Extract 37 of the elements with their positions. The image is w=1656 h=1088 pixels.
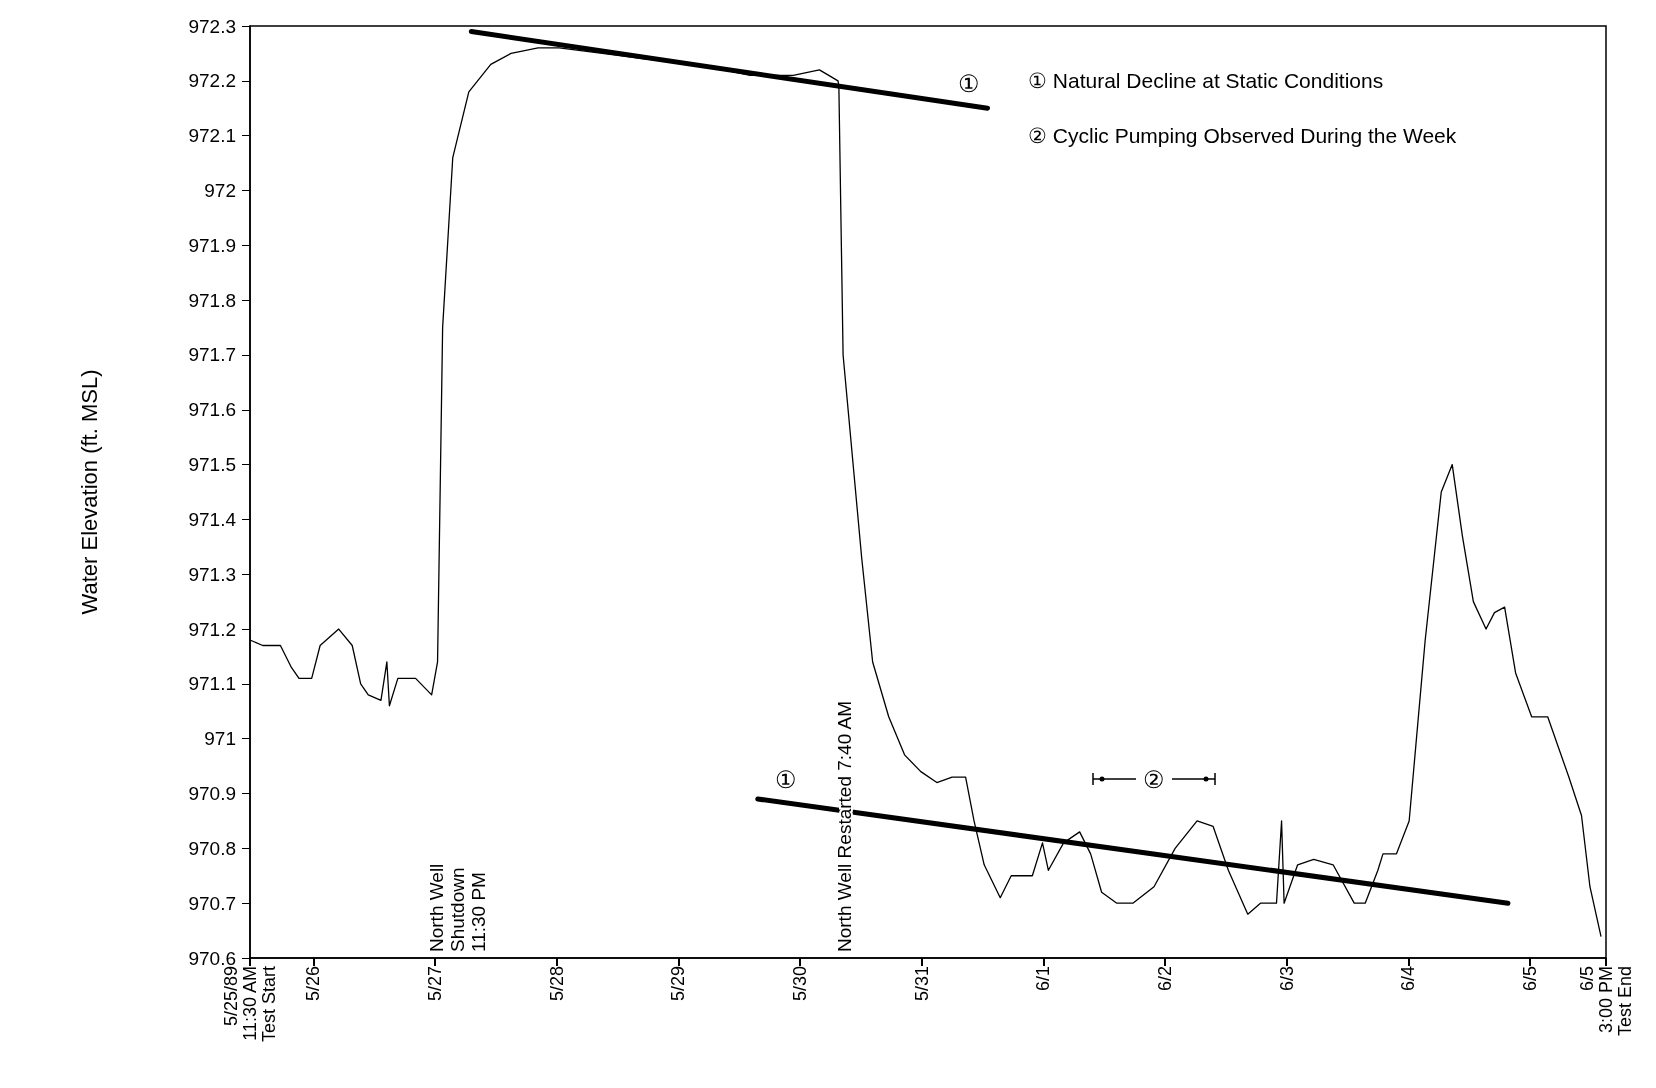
y-tick-label: 972.1 <box>188 125 236 147</box>
annotation: ① Natural Decline at Static Conditions <box>1028 69 1384 92</box>
y-axis-title: Water Elevation (ft. MSL) <box>76 369 102 615</box>
y-tick-label: 970.8 <box>188 837 236 859</box>
x-tick-label: 6/2 <box>1154 966 1175 992</box>
y-tick-label: 970.7 <box>188 892 236 914</box>
y-tick-label: 971.4 <box>188 508 237 530</box>
x-tick-label: 6/5 3:00 PM Test End <box>1577 966 1635 1037</box>
y-tick-label: 970.9 <box>188 783 236 805</box>
x-tick-label: 5/27 <box>425 966 446 1002</box>
x-tick-label: 6/5 <box>1519 966 1540 992</box>
y-tick-label: 971.3 <box>188 563 236 585</box>
y-tick-label: 972 <box>204 179 236 201</box>
y-tick-label: 971.2 <box>188 618 236 640</box>
y-tick-label: 971.7 <box>188 344 236 366</box>
y-tick-label: 971.9 <box>188 234 236 256</box>
y-tick-label: 971.5 <box>188 454 236 476</box>
x-tick-label: 5/30 <box>790 966 810 1002</box>
x-tick-label: 5/29 <box>668 966 689 1002</box>
y-tick-label: 971.8 <box>188 289 236 311</box>
x-tick-label: 5/31 <box>911 966 932 1002</box>
x-tick-label: 5/26 <box>303 966 324 1002</box>
annotation: ① <box>958 69 980 97</box>
x-tick-label: 6/3 <box>1276 966 1297 992</box>
x-tick-label: 5/28 <box>546 966 567 1002</box>
x-tick-label: 6/1 <box>1033 966 1054 992</box>
y-tick-label: 971.1 <box>188 673 236 695</box>
x-tick-label: 6/4 <box>1398 966 1419 992</box>
y-tick-label: 971.6 <box>188 399 236 421</box>
annotation: ① <box>775 765 797 793</box>
annotation: North Well Shutdown 11:30 PM <box>426 863 489 952</box>
y-tick-label: 972.3 <box>188 15 236 37</box>
annotation: ② <box>1143 765 1165 793</box>
y-tick-label: 971 <box>204 728 236 750</box>
y-tick-label: 972.2 <box>188 70 236 92</box>
annotation: ② Cyclic Pumping Observed During the Week <box>1028 124 1457 147</box>
annotation: North Well Restarted 7:40 AM <box>834 701 855 952</box>
